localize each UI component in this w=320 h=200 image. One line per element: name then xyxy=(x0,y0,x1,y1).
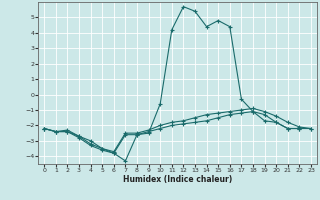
X-axis label: Humidex (Indice chaleur): Humidex (Indice chaleur) xyxy=(123,175,232,184)
